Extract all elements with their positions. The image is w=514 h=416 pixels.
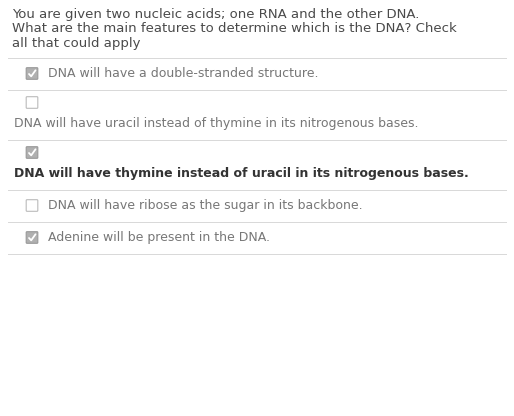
FancyBboxPatch shape [26,147,38,158]
Text: What are the main features to determine which is the DNA? Check: What are the main features to determine … [12,22,457,35]
FancyBboxPatch shape [26,68,38,79]
Text: You are given two nucleic acids; one RNA and the other DNA.: You are given two nucleic acids; one RNA… [12,8,419,21]
FancyBboxPatch shape [26,97,38,108]
Text: DNA will have thymine instead of uracil in its nitrogenous bases.: DNA will have thymine instead of uracil … [14,166,469,179]
Text: DNA will have uracil instead of thymine in its nitrogenous bases.: DNA will have uracil instead of thymine … [14,116,418,129]
Text: DNA will have a double-stranded structure.: DNA will have a double-stranded structur… [48,67,319,80]
Text: Adenine will be present in the DNA.: Adenine will be present in the DNA. [48,231,270,244]
Text: all that could apply: all that could apply [12,37,140,50]
FancyBboxPatch shape [26,200,38,211]
Text: DNA will have ribose as the sugar in its backbone.: DNA will have ribose as the sugar in its… [48,199,362,212]
FancyBboxPatch shape [26,232,38,243]
